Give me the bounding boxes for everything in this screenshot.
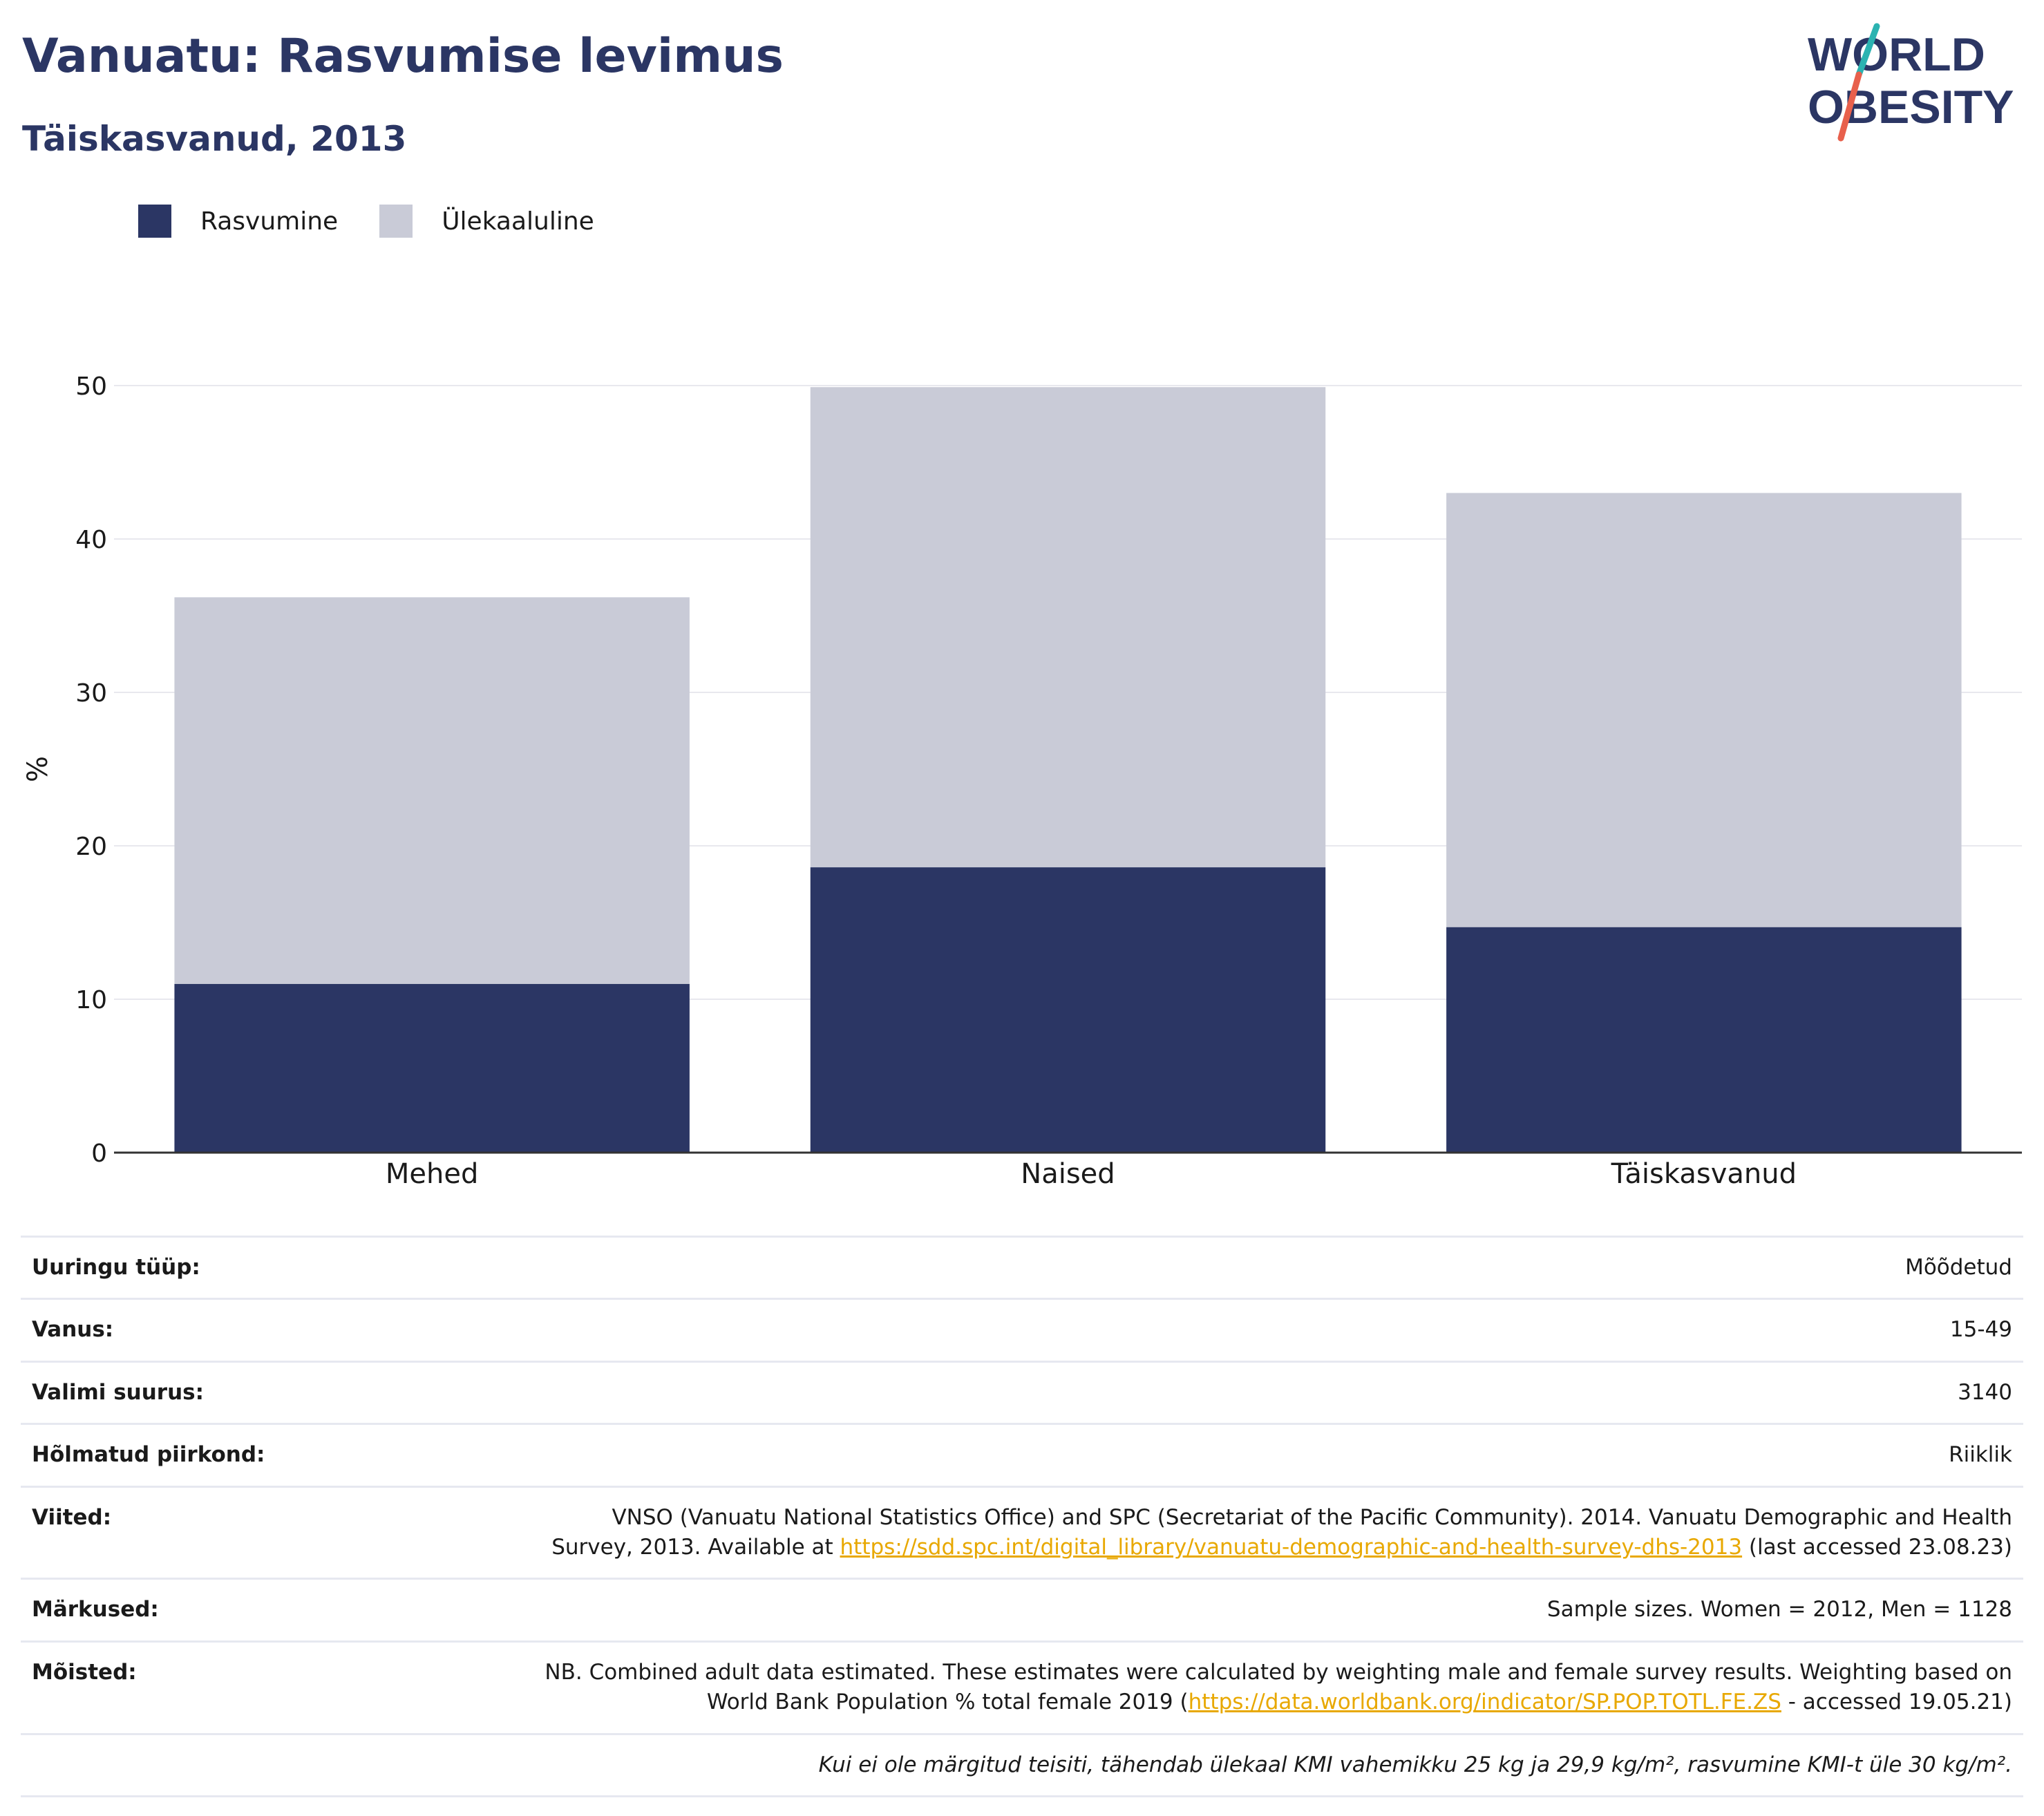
info-label: Uuringu tüüp: (21, 1235, 527, 1299)
info-label: Viited: (21, 1485, 527, 1579)
bar-overweight-täiskasvanud (1446, 493, 1962, 927)
y-axis-title: % (22, 756, 54, 782)
bar-obesity-täiskasvanud (1446, 927, 1962, 1153)
info-value: VNSO (Vanuatu National Statistics Office… (527, 1485, 2023, 1579)
info-label: Hõlmatud piirkond: (21, 1423, 527, 1487)
world-obesity-logo: WORLD OBESITY (1808, 23, 2014, 142)
logo-text-top: WORLD (1808, 28, 1985, 81)
legend-label-overweight: Ülekaaluline (442, 207, 594, 236)
y-tick-label: 10 (75, 986, 107, 1014)
legend-swatch-obesity (138, 205, 171, 238)
references-text-after: (last accessed 23.08.23) (1742, 1534, 2012, 1560)
info-value: NB. Combined adult data estimated. These… (527, 1640, 2023, 1734)
info-label: Mõisted: (21, 1640, 527, 1734)
x-tick-label: Täiskasvanud (1611, 1158, 1797, 1190)
y-tick-label: 20 (75, 833, 107, 861)
info-label: Valimi suurus: (21, 1360, 527, 1424)
info-row-sample-size: Valimi suurus: 3140 (21, 1360, 2023, 1424)
info-value: Riiklik (527, 1423, 2023, 1487)
legend-label-obesity: Rasvumine (200, 207, 339, 236)
info-row-age: Vanus: 15-49 (21, 1298, 2023, 1362)
definitions-text-after: - accessed 19.05.21) (1781, 1690, 2012, 1715)
y-tick-label: 0 (91, 1139, 107, 1168)
references-link[interactable]: https://sdd.spc.int/digital_library/vanu… (840, 1534, 1743, 1560)
info-row-definitions: Mõisted: NB. Combined adult data estimat… (21, 1640, 2023, 1734)
legend-item-overweight[interactable]: Ülekaaluline (379, 205, 594, 238)
bar-obesity-mehed (174, 983, 690, 1153)
info-label: Märkused: (21, 1578, 527, 1642)
y-tick-label: 30 (75, 679, 107, 708)
x-tick-label: Naised (1021, 1158, 1115, 1190)
bar-overweight-naised (810, 387, 1326, 868)
y-tick-label: 50 (75, 372, 107, 401)
info-row-survey-type: Uuringu tüüp: Mõõdetud (21, 1235, 2023, 1299)
info-row-notes: Märkused: Sample sizes. Women = 2012, Me… (21, 1578, 2023, 1642)
bar-overweight-mehed (174, 597, 690, 984)
legend-swatch-overweight (379, 205, 413, 238)
info-row-references: Viited: VNSO (Vanuatu National Statistic… (21, 1485, 2023, 1579)
y-tick-label: 40 (75, 526, 107, 554)
info-label: Vanus: (21, 1298, 527, 1362)
info-value: Mõõdetud (527, 1235, 2023, 1299)
info-row-footnote: Kui ei ole märgitud teisiti, tähendab ül… (21, 1732, 2023, 1797)
info-value: Sample sizes. Women = 2012, Men = 1128 (527, 1578, 2023, 1642)
chart-title: Vanuatu: Rasvumise levimus (22, 29, 784, 84)
chart-legend: Rasvumine Ülekaaluline (138, 205, 636, 238)
logo-text-bottom: OBESITY (1808, 81, 2014, 133)
info-value: 3140 (527, 1360, 2023, 1424)
footnote: Kui ei ole märgitud teisiti, tähendab ül… (21, 1732, 2023, 1797)
bar-chart: 0 10 20 30 40 50% Mehed Naised Täiskasvanud (22, 372, 2022, 1190)
references-text: VNSO (Vanuatu National Statistics Office… (551, 1504, 2012, 1560)
info-value: 15-49 (527, 1298, 2023, 1362)
info-table: Uuringu tüüp: Mõõdetud Vanus: 15-49 Vali… (21, 1235, 2023, 1797)
bar-obesity-naised (810, 867, 1326, 1153)
definitions-text: NB. Combined adult data estimated. These… (545, 1659, 2012, 1715)
info-row-area: Hõlmatud piirkond: Riiklik (21, 1423, 2023, 1487)
x-tick-label: Mehed (386, 1158, 478, 1190)
definitions-link[interactable]: https://data.worldbank.org/indicator/SP.… (1188, 1690, 1781, 1715)
legend-item-obesity[interactable]: Rasvumine (138, 205, 338, 238)
chart-subtitle: Täiskasvanud, 2013 (22, 119, 407, 159)
